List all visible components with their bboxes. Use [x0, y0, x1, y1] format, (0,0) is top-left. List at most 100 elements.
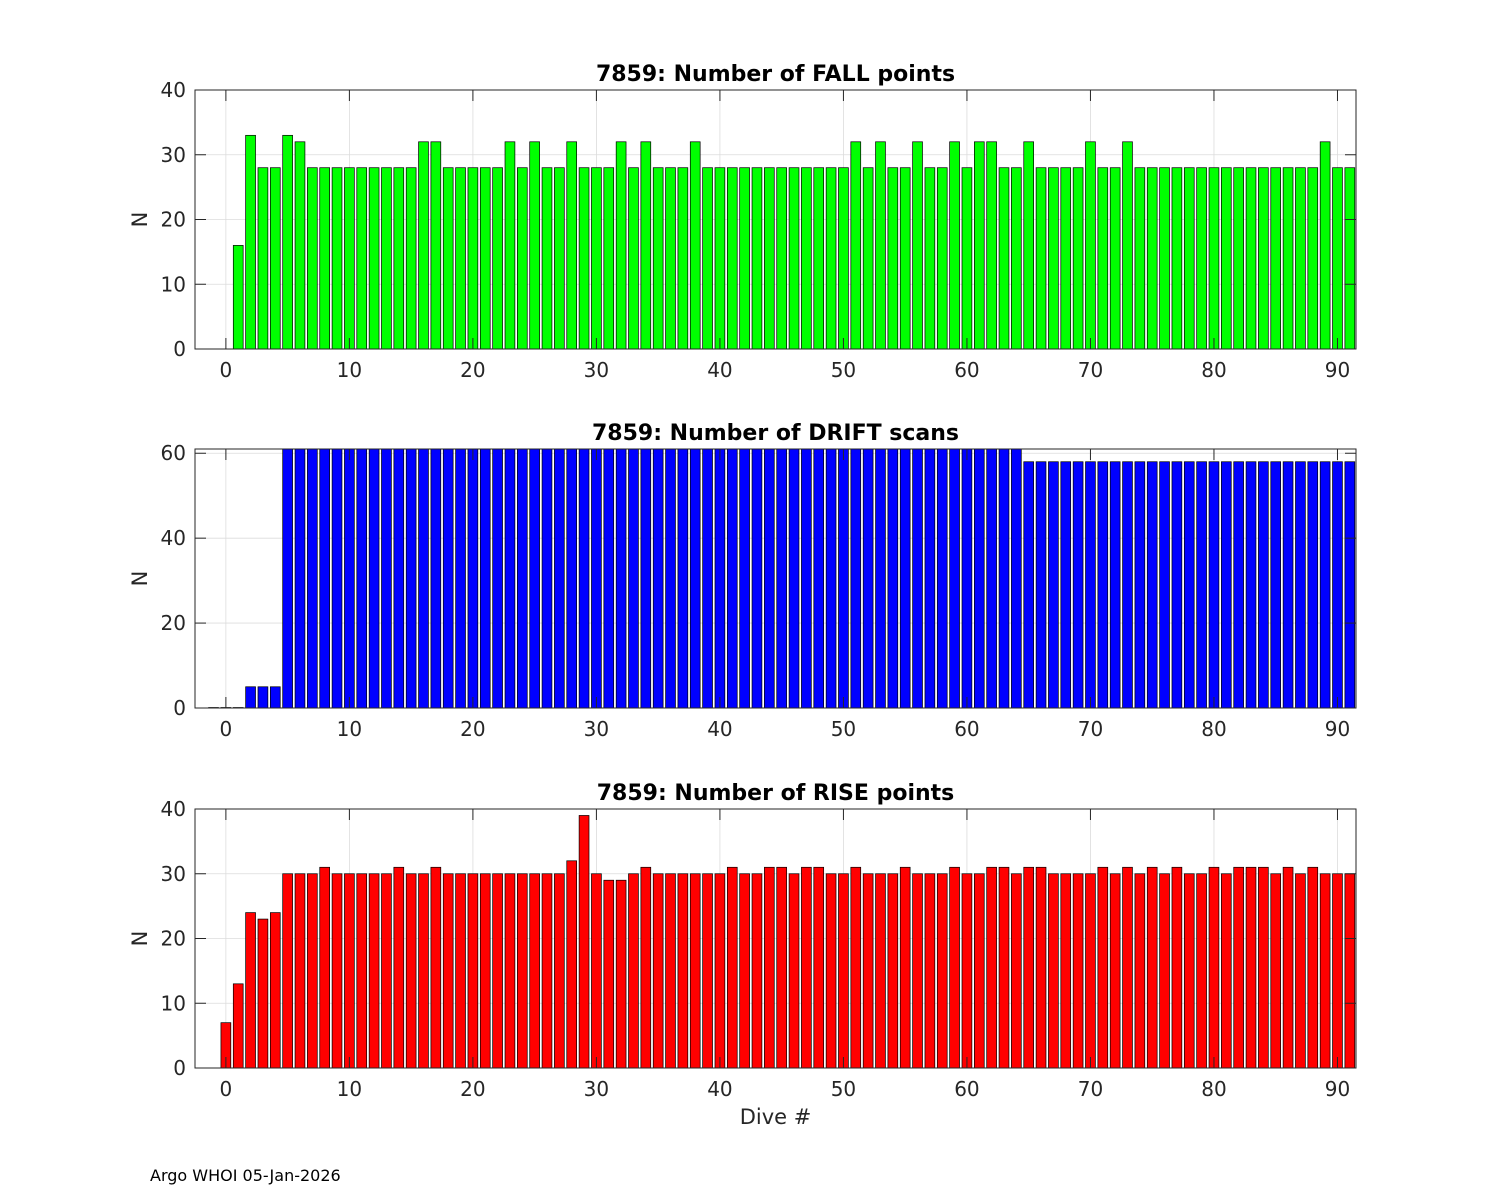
bar: [1208, 461, 1220, 709]
bar: [1295, 873, 1306, 1069]
bar: [1332, 873, 1343, 1069]
y-tick-label: 0: [173, 1056, 186, 1080]
bar: [887, 448, 899, 709]
x-tick-label: 70: [1078, 717, 1103, 741]
bar: [1344, 461, 1356, 709]
bar: [467, 873, 479, 1069]
bar: [541, 167, 553, 350]
bar: [578, 167, 590, 350]
bar: [949, 141, 960, 350]
bar: [936, 873, 948, 1069]
bar: [998, 167, 1010, 350]
bar: [1159, 461, 1170, 709]
x-tick-label: 20: [460, 717, 485, 741]
x-tick-label: 10: [337, 358, 362, 382]
bar: [652, 873, 664, 1069]
bar: [1048, 167, 1059, 350]
bar: [776, 448, 787, 709]
y-tick-label: 30: [161, 862, 186, 886]
y-axis-label-1: N: [128, 212, 152, 228]
bar: [640, 866, 652, 1069]
x-tick-label: 90: [1325, 358, 1350, 382]
bar: [615, 448, 627, 709]
x-tick-label: 20: [460, 1077, 485, 1101]
bar: [1023, 866, 1034, 1069]
bar: [430, 448, 442, 709]
bar: [850, 448, 862, 709]
bar: [344, 873, 355, 1069]
bar: [1060, 873, 1072, 1069]
bar: [887, 873, 899, 1069]
bar: [1196, 873, 1207, 1069]
bar: [825, 167, 837, 350]
bar: [1319, 873, 1331, 1069]
bar: [467, 448, 479, 709]
bar: [936, 448, 948, 709]
bar: [307, 448, 318, 709]
bar: [1245, 167, 1257, 350]
bar: [393, 167, 405, 350]
bar: [1344, 873, 1356, 1069]
bar: [726, 167, 738, 350]
axes-box-2: [194, 448, 1357, 709]
bar: [1035, 866, 1047, 1069]
bar: [1332, 167, 1343, 350]
bar: [862, 167, 874, 350]
bar: [1282, 866, 1294, 1069]
bar: [887, 167, 899, 350]
x-tick-label: 90: [1325, 717, 1350, 741]
bar: [269, 912, 281, 1069]
bar: [430, 866, 442, 1069]
bar: [418, 448, 429, 709]
bar: [665, 448, 676, 709]
bar: [714, 448, 726, 709]
bar: [356, 448, 368, 709]
bar: [961, 873, 973, 1069]
bar: [924, 873, 936, 1069]
bar: [751, 167, 763, 350]
bar: [1060, 461, 1072, 709]
bar: [1023, 461, 1034, 709]
bar: [368, 167, 380, 350]
bar: [1048, 461, 1059, 709]
bar: [998, 448, 1010, 709]
bar: [998, 866, 1010, 1069]
bar: [862, 873, 874, 1069]
x-tick-label: 60: [954, 1077, 979, 1101]
bar: [739, 873, 750, 1069]
bar: [1159, 873, 1170, 1069]
bar: [356, 167, 368, 350]
bar: [1122, 461, 1133, 709]
bar: [665, 167, 676, 350]
bar: [850, 866, 862, 1069]
bar: [986, 141, 997, 350]
bar: [1011, 873, 1022, 1069]
bar: [788, 448, 800, 709]
bar: [566, 448, 577, 709]
bar: [591, 873, 602, 1069]
x-tick-label: 50: [831, 358, 856, 382]
bar: [554, 167, 565, 350]
y-tick-label: 40: [161, 526, 186, 550]
bar: [1035, 167, 1047, 350]
bar: [615, 141, 627, 350]
bar: [628, 448, 639, 709]
y-tick-label: 20: [161, 208, 186, 232]
bar: [1270, 461, 1282, 709]
x-tick-label: 80: [1201, 1077, 1226, 1101]
bar: [677, 448, 689, 709]
bar: [1233, 866, 1244, 1069]
bar: [801, 448, 812, 709]
bar: [1307, 167, 1319, 350]
bar: [899, 448, 911, 709]
bar: [1183, 461, 1195, 709]
bar: [578, 448, 590, 709]
bar: [1258, 167, 1269, 350]
bar: [838, 167, 849, 350]
y-tick-label: 0: [173, 337, 186, 361]
bar: [1146, 167, 1158, 350]
bar: [1295, 167, 1306, 350]
bar: [1109, 461, 1121, 709]
bar: [936, 167, 948, 350]
bar: [307, 873, 318, 1069]
